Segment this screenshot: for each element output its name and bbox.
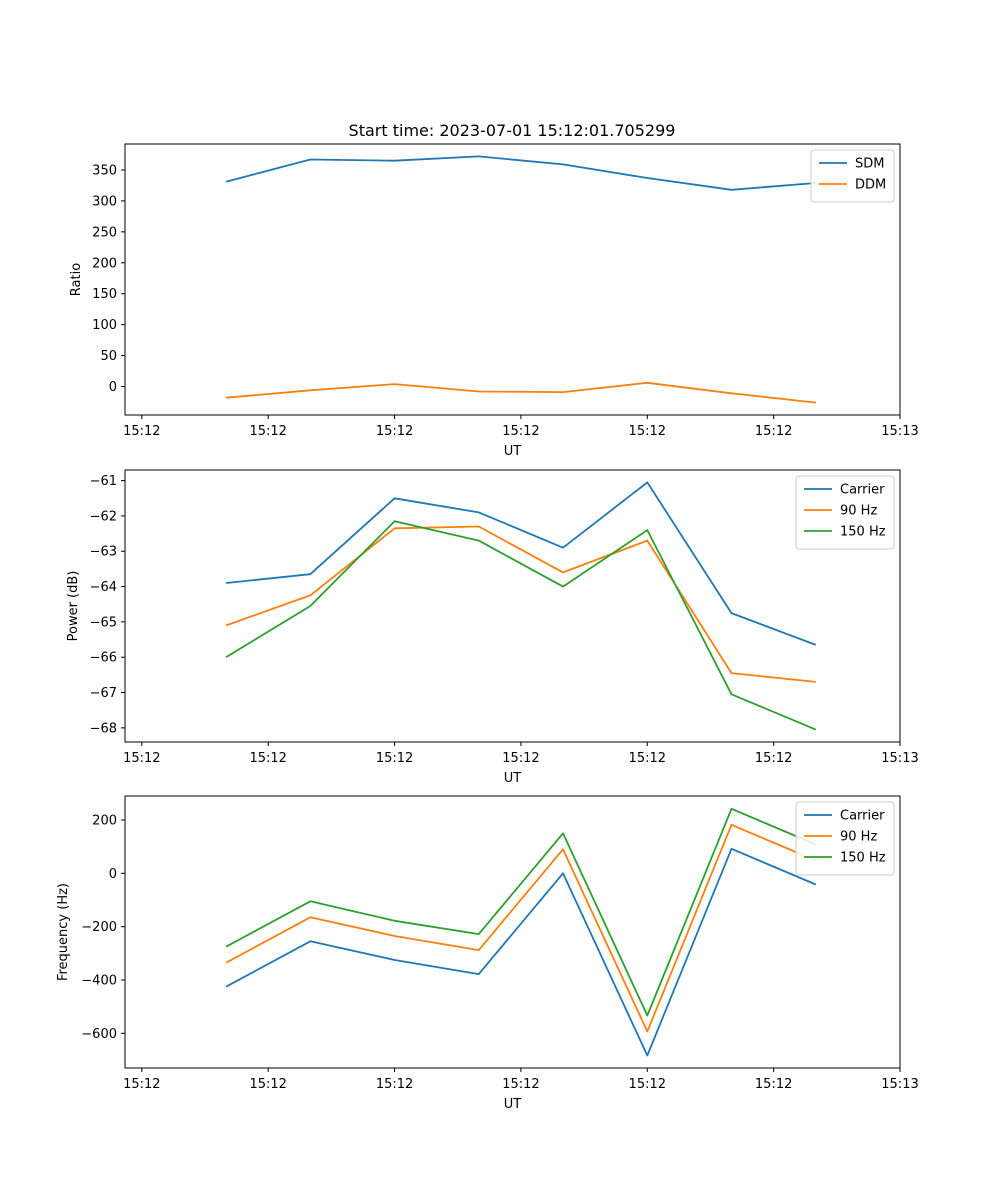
frequency-y-tick-label: −600 [81,1027,117,1042]
ratio-y-tick-label: 150 [92,287,117,302]
power-y-tick-label: −66 [90,651,117,666]
frequency-x-tick-label: 15:12 [123,1077,160,1092]
ratio-y-tick-label: 50 [100,349,117,364]
frequency-y-tick-label: −200 [81,920,117,935]
ratio-y-axis-label: Ratio [69,263,84,296]
ratio-y-tick-label: 350 [92,163,117,178]
power-series-carrier-line [226,481,817,646]
frequency-legend: Carrier 90 Hz 150 Hz [795,801,895,876]
ratio-x-tick-label: 15:12 [502,424,539,439]
power-y-tick-label: −64 [90,580,117,595]
ratio-legend: SDM DDM [810,149,895,203]
power-x-tick-label: 15:13 [881,751,918,766]
power-series-150-hz-line [225,520,817,731]
ratio-x-tick-label: 15:12 [123,424,160,439]
power-axes-frame [124,469,901,743]
frequency-y-tick-label: −400 [81,974,117,989]
power-y-tick-label: −62 [90,509,117,524]
power-y-tick-label: −63 [90,545,117,560]
figure-title: Start time: 2023-07-01 15:12:01.705299 [349,121,676,140]
power-series-90-hz-line [225,525,816,683]
frequency-series-90-hz-line [225,823,817,1033]
power-y-axis-label: Power (dB) [66,571,81,642]
ratio-x-tick-label: 15:12 [629,424,666,439]
ratio-axes-frame [124,143,901,416]
ratio-series-ddm-line [226,381,816,404]
power-y-tick-label: −67 [90,686,117,701]
power-x-tick-label: 15:12 [629,751,666,766]
frequency-axes-frame [124,795,901,1069]
power-x-axis-label: UT [504,771,522,786]
ratio-x-tick-label: 15:12 [249,424,286,439]
frequency-legend-label: Carrier [840,809,885,824]
power-x-tick-label: 15:12 [376,751,413,766]
power-x-tick-label: 15:12 [249,751,286,766]
power-legend-label: 150 Hz [840,525,886,540]
power-x-tick-label: 15:12 [123,751,160,766]
frequency-legend-label: 150 Hz [840,851,886,866]
ratio-y-tick-label: 200 [92,256,117,271]
frequency-x-tick-label: 15:12 [502,1077,539,1092]
ratio-x-tick-label: 15:12 [376,424,413,439]
ratio-y-tick-label: 100 [92,318,117,333]
power-legend-label: 90 Hz [840,504,877,519]
frequency-y-tick-label: 0 [109,867,117,882]
frequency-series-150-hz-line [225,807,817,1017]
frequency-x-tick-label: 15:12 [629,1077,666,1092]
power-legend-label: Carrier [840,483,885,498]
frequency-panel: 15:12 15:12 15:12 15:12 15:12 15:12 15:13 −600 −… [56,795,919,1112]
ratio-x-axis-label: UT [504,444,522,459]
frequency-x-axis-label: UT [504,1097,522,1112]
frequency-y-axis-label: Frequency (Hz) [56,883,71,981]
frequency-x-tick-label: 15:13 [881,1077,918,1092]
ratio-series-sdm-line [225,155,816,191]
ratio-legend-label: DDM [855,178,886,193]
frequency-x-tick-label: 15:12 [755,1077,792,1092]
frequency-legend-label: 90 Hz [840,830,877,845]
frequency-y-tick-label: 200 [92,814,117,829]
power-x-tick-label: 15:12 [502,751,539,766]
ratio-panel: 15:12 15:12 15:12 15:12 15:12 15:12 15:13 0 50 10… [69,143,919,459]
power-x-tick-label: 15:12 [755,751,792,766]
ratio-x-tick-label: 15:12 [755,424,792,439]
power-panel: 15:12 15:12 15:12 15:12 15:12 15:12 15:13 −68 −6… [66,469,919,786]
ratio-x-tick-label: 15:13 [881,424,918,439]
power-y-tick-label: −61 [90,474,117,489]
power-y-tick-label: −68 [90,721,117,736]
frequency-x-tick-label: 15:12 [376,1077,413,1092]
ratio-y-tick-label: 250 [92,225,117,240]
ratio-y-tick-label: 0 [109,380,117,395]
ratio-legend-label: SDM [855,157,884,172]
power-y-tick-label: −65 [90,615,117,630]
power-legend: Carrier 90 Hz 150 Hz [795,475,895,550]
ratio-y-tick-label: 300 [92,194,117,209]
frequency-series-carrier-line [225,847,817,1057]
frequency-x-tick-label: 15:12 [249,1077,286,1092]
